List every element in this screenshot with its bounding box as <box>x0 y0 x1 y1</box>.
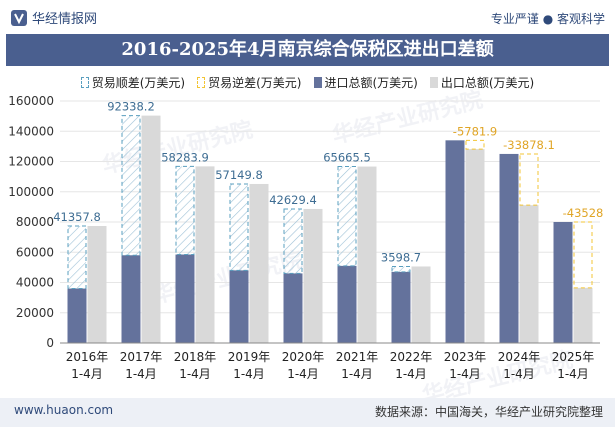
import-bar <box>175 254 195 343</box>
balance-data-label: 42629.4 <box>269 193 317 207</box>
chart-title: 2016-2025年4月南京综合保税区进出口差额 <box>6 34 609 66</box>
legend-label-deficit: 贸易逆差(万美元) <box>208 75 302 90</box>
y-tick-label: 160000 <box>8 94 54 108</box>
x-tick-label: 2017年 1-4月 <box>120 350 163 381</box>
x-tick-label: 2025年 1-4月 <box>552 350 595 381</box>
export-bar <box>519 205 539 343</box>
import-bar <box>391 271 411 343</box>
surplus-bar <box>175 165 195 256</box>
import-bar <box>121 255 141 343</box>
deficit-bar <box>519 153 539 206</box>
y-tick-label: 60000 <box>16 245 54 259</box>
footer: www.huaon.com 数据来源：中国海关，华经产业研究院整理 <box>0 398 615 427</box>
y-tick-label: 0 <box>46 336 54 350</box>
huajing-logo-icon <box>11 9 27 26</box>
top-bar: 华经情报网 专业严谨 ● 客观科学 <box>0 0 615 36</box>
export-bar <box>357 166 377 343</box>
x-tick-label: 2023年 1-4月 <box>444 350 487 381</box>
import-bar <box>67 288 87 343</box>
export-bar <box>249 183 269 343</box>
export-bar <box>195 166 215 343</box>
surplus-bar <box>283 208 303 274</box>
deficit-bar <box>573 221 593 289</box>
x-tick-label: 2016年 1-4月 <box>66 350 109 381</box>
tagline: 专业严谨 ● 客观科学 <box>490 12 605 26</box>
import-bar <box>499 153 519 343</box>
legend-item-exports: 出口总额(万美元) <box>429 74 535 90</box>
x-tick-label: 2019年 1-4月 <box>228 350 271 381</box>
legend-label-surplus: 贸易顺差(万美元) <box>91 75 186 90</box>
x-tick-label: 2021年 1-4月 <box>336 350 379 381</box>
x-tick-label: 2020年 1-4月 <box>282 350 325 381</box>
deficit-bar <box>465 139 485 150</box>
legend-swatch-imports <box>313 76 322 88</box>
footer-source: 数据来源：中国海关，华经产业研究院整理 <box>374 405 603 419</box>
surplus-bar <box>391 265 411 273</box>
export-bar <box>87 225 107 343</box>
balance-data-label: 3598.7 <box>381 250 421 264</box>
footer-website-link[interactable]: www.huaon.com <box>14 403 114 417</box>
import-bar <box>553 222 573 343</box>
x-tick-label: 2018年 1-4月 <box>174 350 217 381</box>
balance-data-label: -43528 <box>563 206 604 220</box>
legend-item-deficit: 贸易逆差(万美元) <box>197 74 302 90</box>
legend-swatch-surplus <box>80 76 89 88</box>
export-bar <box>465 149 485 343</box>
export-bar <box>411 266 431 343</box>
surplus-bar <box>67 225 87 290</box>
y-tick-label: 100000 <box>8 185 54 199</box>
chart-legend: 贸易顺差(万美元) 贸易逆差(万美元) 进口总额(万美元) 出口总额(万美元) <box>0 74 615 90</box>
x-tick-label: 2022年 1-4月 <box>390 350 433 381</box>
balance-data-label: -33878.1 <box>503 138 555 152</box>
balance-data-label: 65665.5 <box>323 151 371 165</box>
export-bar <box>303 208 323 343</box>
balance-data-label: 57149.8 <box>215 168 263 182</box>
surplus-bar <box>229 183 249 271</box>
brand-name: 华经情报网 <box>32 12 98 27</box>
y-tick-label: 80000 <box>16 215 54 229</box>
legend-swatch-exports <box>429 76 438 88</box>
chart-plot: 41357.8 92338.2 58283.9 57149.8 42629.4 65665… <box>8 94 604 381</box>
y-tick-label: 120000 <box>8 155 54 169</box>
import-bar <box>337 265 357 343</box>
surplus-bar <box>337 166 357 267</box>
import-bar <box>283 273 303 343</box>
balance-data-label: 41357.8 <box>53 210 101 224</box>
balance-data-label: -5781.9 <box>453 124 497 138</box>
y-tick-label: 40000 <box>16 276 54 290</box>
balance-data-label: 58283.9 <box>161 150 209 164</box>
export-bar <box>573 287 593 343</box>
import-bar <box>229 270 249 343</box>
balance-data-label: 92338.2 <box>107 100 155 114</box>
legend-item-surplus: 贸易顺差(万美元) <box>80 74 186 90</box>
x-tick-label: 2024年 1-4月 <box>498 350 541 381</box>
y-tick-label: 20000 <box>16 306 54 320</box>
legend-swatch-deficit <box>197 76 206 88</box>
brand[interactable]: 华经情报网 <box>10 8 97 27</box>
legend-item-imports: 进口总额(万美元) <box>313 74 418 90</box>
legend-label-exports: 出口总额(万美元) <box>440 75 535 90</box>
surplus-bar <box>121 115 141 256</box>
export-bar <box>141 115 161 344</box>
y-tick-label: 140000 <box>8 124 54 138</box>
import-bar <box>445 140 465 343</box>
legend-label-imports: 进口总额(万美元) <box>324 75 418 90</box>
